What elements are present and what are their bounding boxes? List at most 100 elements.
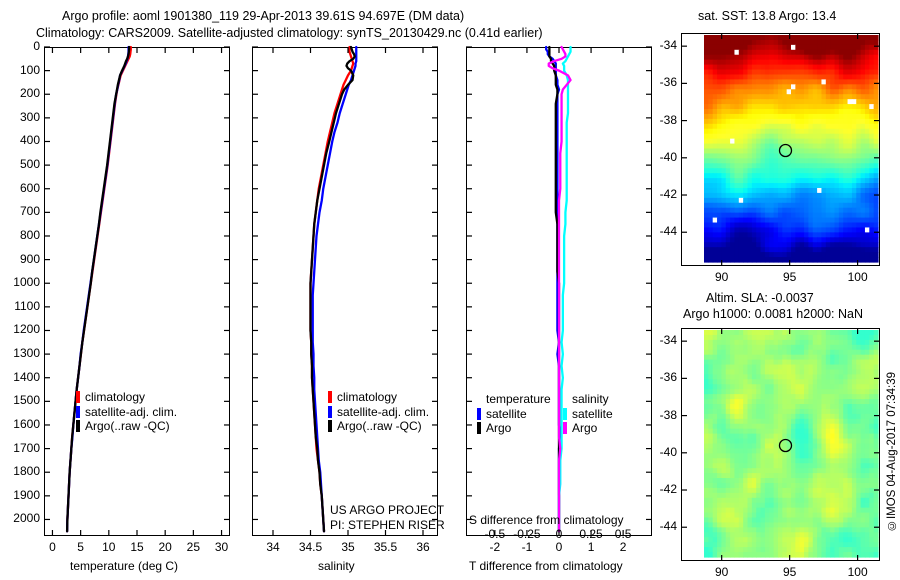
legend-entry: satellite-adj. clim. xyxy=(76,405,177,420)
axis-tick-label: 1500 xyxy=(13,393,40,408)
legend-color-swatch xyxy=(563,422,567,434)
legend-color-swatch xyxy=(328,391,332,403)
axis-tick-label: 20 xyxy=(158,540,172,554)
axis-tick-label: -1 xyxy=(521,540,533,554)
map-lon-tick-label: 95 xyxy=(782,270,797,284)
temperature-axis-label: temperature (deg C) xyxy=(70,559,179,573)
project-pi: PI: STEPHEN RISER xyxy=(330,518,445,532)
map-lat-tick-label: -38 xyxy=(659,112,677,127)
map-lat-tick-label: -34 xyxy=(659,38,677,53)
salinity-plot xyxy=(309,45,358,533)
legend-color-swatch xyxy=(76,391,80,403)
sst-map-title: sat. SST: 13.8 Argo: 13.4 xyxy=(698,9,837,23)
salinity-legend: climatology satellite-adj. clim. Argo(..ra… xyxy=(328,390,429,434)
axis-tick-label: 34.5 xyxy=(298,540,323,554)
axis-tick-label: 0 xyxy=(555,540,563,554)
legend-label: satellite xyxy=(572,406,613,421)
copyright-label: ©IMOS 04-Aug-2017 07:34:39 xyxy=(886,372,898,532)
legend-color-swatch xyxy=(328,420,332,432)
legend-label: satellite-adj. clim. xyxy=(337,404,430,419)
axis-tick-label: 36 xyxy=(416,540,430,554)
axis-tick-label: 1400 xyxy=(13,369,40,384)
axis-tick-label: 1100 xyxy=(14,298,40,313)
legend-title: temperature xyxy=(486,392,551,406)
legend-color-swatch xyxy=(76,405,80,418)
axis-tick-label: 1000 xyxy=(13,275,40,290)
legend-label: Argo(..raw -QC) xyxy=(85,419,170,433)
axis-tick-label: 1800 xyxy=(13,464,40,479)
axis-tick-label: 1200 xyxy=(13,322,40,337)
legend-entry: satellite-adj. clim. xyxy=(328,405,429,420)
legend-label: Argo(..raw -QC) xyxy=(337,419,422,433)
axis-tick-label: 1300 xyxy=(13,346,40,361)
axis-tick-label: 2000 xyxy=(13,511,40,526)
axis-tick-label: 15 xyxy=(130,540,144,554)
difference-legend-temperature: temperature satellite Argo xyxy=(477,392,551,436)
map-axis-ticks xyxy=(681,328,880,561)
legend-color-swatch xyxy=(477,407,481,420)
profile-line xyxy=(311,45,358,533)
axis-tick-label: 600 xyxy=(19,180,40,195)
figure-title-line2: Climatology: CARS2009. Satellite-adjuste… xyxy=(36,26,543,40)
axis-tick-label: 1700 xyxy=(13,440,40,455)
axis-tick-label: 0 xyxy=(33,39,40,53)
legend-color-swatch xyxy=(477,422,481,434)
axis-tick-label: 700 xyxy=(19,204,40,219)
map-lon-tick-label: 90 xyxy=(714,565,729,579)
sla-map-plot xyxy=(681,328,880,561)
map-lat-tick-label: -44 xyxy=(659,224,677,239)
project-name: US ARGO PROJECT xyxy=(330,503,445,517)
axis-tick-label: 25 xyxy=(186,540,201,554)
axis-tick-label: 1 xyxy=(587,540,595,554)
legend-label: satellite-adj. clim. xyxy=(85,404,178,419)
legend-label: satellite xyxy=(486,406,527,421)
map-lat-tick-label: -40 xyxy=(659,149,677,164)
map-lon-tick-label: 95 xyxy=(782,565,797,579)
figure-title-line1: Argo profile: aoml 1901380_119 29-Apr-20… xyxy=(62,9,465,23)
map-raster xyxy=(704,330,879,558)
map-lon-tick-label: 100 xyxy=(847,565,868,579)
map-lat-tick-label: -44 xyxy=(659,519,677,534)
float-position-marker xyxy=(778,438,793,453)
map-axis-ticks xyxy=(681,33,880,266)
salinity-panel-frame xyxy=(252,47,438,536)
axis-tick-label: 100 xyxy=(19,62,40,77)
legend-entry: satellite xyxy=(563,407,613,422)
profile-line xyxy=(65,45,131,533)
legend-entry: Argo(..raw -QC) xyxy=(328,419,429,434)
legend-label: climatology xyxy=(85,390,146,404)
axis-tick-label: -2 xyxy=(489,540,501,554)
legend-entry: Argo xyxy=(477,421,551,436)
axis-tick-label: 35 xyxy=(341,540,355,554)
axis-tick-label: 30 xyxy=(214,540,229,554)
axis-tick-label: 400 xyxy=(19,133,40,148)
legend-entry: Argo xyxy=(563,421,613,436)
legend-entry: Argo(..raw -QC) xyxy=(76,419,177,434)
legend-entry: climatology xyxy=(76,390,177,405)
legend-color-swatch xyxy=(563,407,567,420)
axis-tick-label: 35.5 xyxy=(373,540,398,554)
legend-color-swatch xyxy=(328,405,332,418)
difference-plot xyxy=(545,45,572,533)
map-lat-tick-label: -42 xyxy=(659,187,677,202)
map-lat-tick-label: -42 xyxy=(659,482,677,497)
axis-tick-label: 300 xyxy=(19,109,40,124)
axis-tick-label: 5 xyxy=(77,540,84,554)
map-lon-tick-label: 100 xyxy=(847,270,868,284)
axis-tick-label: 500 xyxy=(19,157,40,172)
temperature-plot xyxy=(65,45,132,533)
axis-tick-label: 200 xyxy=(19,86,40,101)
axis-tick-label: 1900 xyxy=(13,487,40,502)
legend-label: Argo xyxy=(486,421,512,435)
legend-entry: climatology xyxy=(328,390,429,405)
profile-line xyxy=(309,45,356,533)
map-raster xyxy=(704,35,879,263)
legend-entry: satellite xyxy=(477,407,551,422)
sst-map-plot xyxy=(681,33,880,266)
axis-tick-label: 34 xyxy=(266,540,280,554)
axis-tick-label: 800 xyxy=(19,227,40,242)
temperature-panel-frame xyxy=(44,47,230,536)
map-lat-tick-label: -34 xyxy=(659,333,677,348)
axis-tick-label: 0 xyxy=(49,540,56,554)
